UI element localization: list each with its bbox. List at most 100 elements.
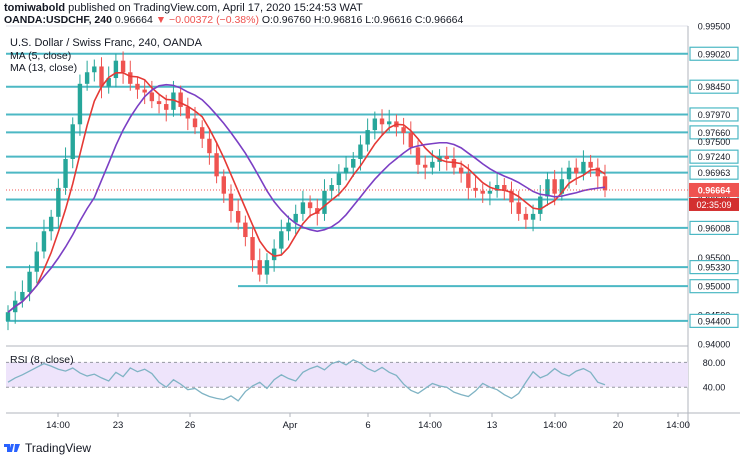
x-tick-label-8: 20 [613,420,624,431]
ohlc-low: L:0.96616 [365,14,412,26]
candle-body-51 [372,118,378,131]
candle-body-55 [401,127,406,133]
y-tick-label-10: 0.96008 [698,223,731,233]
candle-body-45 [329,185,334,191]
published-text: published on TradingView.com, April 17, … [68,2,363,14]
candle-body-32 [235,211,241,223]
publish-line: tomiwabold published on TradingView.com,… [4,2,363,14]
candle-body-59 [430,161,435,168]
candle-body-23 [171,92,176,110]
y-tick-label-7: 0.96963 [698,168,731,178]
candle-body-16 [120,60,126,73]
candle-body-28 [207,138,212,154]
ma-fast-line [7,72,606,313]
candle-body-36 [264,260,270,275]
y-tick-label-1: 0.99020 [698,49,731,59]
candle-body-40 [293,213,298,223]
candle-body-71 [516,202,521,214]
x-tick-label-1: 23 [113,420,124,431]
footer-brand-label: TradingView [25,441,92,455]
candle-body-80 [581,161,586,174]
candle-body-24 [178,92,183,107]
y-tick-label-16: 0.94000 [698,340,731,350]
last-price: 0.96664 [114,14,153,26]
candle-body-58 [422,164,428,168]
candle-body-73 [530,213,536,220]
price-tag-box-7 [689,165,739,180]
candle-body-52 [379,118,385,125]
candle-body-72 [523,213,529,220]
chart-title: U.S. Dollar / Swiss Franc, 240, OANDA [10,37,202,49]
y-tick-label-2: 0.98450 [698,82,731,92]
last-price-tag [689,182,739,197]
candle-body-11 [84,72,90,84]
countdown-label: 02:35:09 [696,200,731,210]
candle-body-4 [34,251,39,272]
candle-body-78 [566,167,572,180]
candle-body-30 [221,176,226,194]
y-tick-label-15: 0.94400 [698,316,731,326]
candle-body-6 [48,216,54,232]
candle-body-17 [128,72,133,84]
candles-group [5,51,608,331]
candle-body-44 [322,190,327,214]
price-tag-box-4 [689,125,739,140]
last-price-label: 0.96664 [698,185,731,195]
x-tick-label-5: 14:00 [418,420,442,431]
ohlc-open: O:0.96760 [261,14,311,26]
x-tick-label-0: 14:00 [46,420,70,431]
candle-body-19 [142,89,147,93]
candle-body-62 [451,158,457,168]
rsi-legend[interactable]: RSI (8, close) [10,354,74,366]
y-tick-label-3: 0.97970 [698,110,731,120]
candle-body-67 [487,190,493,194]
candle-body-48 [351,158,356,168]
candle-body-53 [387,121,392,125]
x-tick-label-4: 6 [365,420,370,431]
x-tick-label-9: 14:00 [666,420,690,431]
countdown-tag [689,197,739,211]
candle-body-83 [602,176,608,191]
y-tick-label-12: 0.95330 [698,263,731,273]
candle-body-65 [473,187,478,191]
candle-body-69 [502,185,507,191]
ohlc-line: OANDA:USDCHF, 240 0.96664 ▼ −0.00372 (−0… [4,14,463,26]
footer-brand[interactable]: TradingView [4,440,91,456]
candle-body-20 [149,92,155,102]
y-tick-label-11: 0.95500 [698,253,731,263]
author-name[interactable]: tomiwabold [4,2,66,14]
candle-body-7 [56,187,61,217]
candle-body-57 [415,147,421,165]
candle-body-46 [336,173,342,185]
candle-body-35 [257,260,262,275]
candle-body-82 [595,167,601,177]
candle-body-64 [466,173,471,188]
candle-body-13 [99,66,104,87]
candle-body-25 [185,106,191,119]
candle-body-61 [444,156,449,159]
candle-body-27 [200,127,205,139]
y-tick-label-13: 0.95000 [698,282,731,292]
candle-body-26 [192,118,198,128]
candle-body-33 [243,222,248,238]
ohlc-high: H:0.96816 [313,14,363,26]
candle-body-29 [214,153,219,177]
y-tick-label-6: 0.97240 [698,152,731,162]
candle-body-49 [358,144,363,159]
candle-body-70 [509,190,514,203]
rsi-tick-label-1: 40.00 [703,383,726,393]
price-tag-box-6 [689,149,739,164]
candle-body-31 [228,193,234,212]
candle-body-9 [70,124,75,159]
ma-slow-legend[interactable]: MA (13, close) [10,62,78,74]
candle-body-63 [458,167,464,174]
candle-body-43 [315,208,320,214]
candle-body-37 [271,248,277,261]
price-tag-box-13 [689,279,739,294]
ma-fast-legend[interactable]: MA (5, close) [10,50,72,62]
candle-body-39 [286,222,291,232]
chart-header: tomiwabold published on TradingView.com,… [0,0,740,28]
candle-body-5 [41,231,47,252]
candle-body-14 [106,78,111,87]
